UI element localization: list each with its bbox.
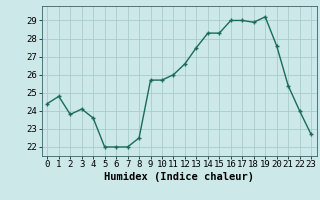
X-axis label: Humidex (Indice chaleur): Humidex (Indice chaleur) <box>104 172 254 182</box>
